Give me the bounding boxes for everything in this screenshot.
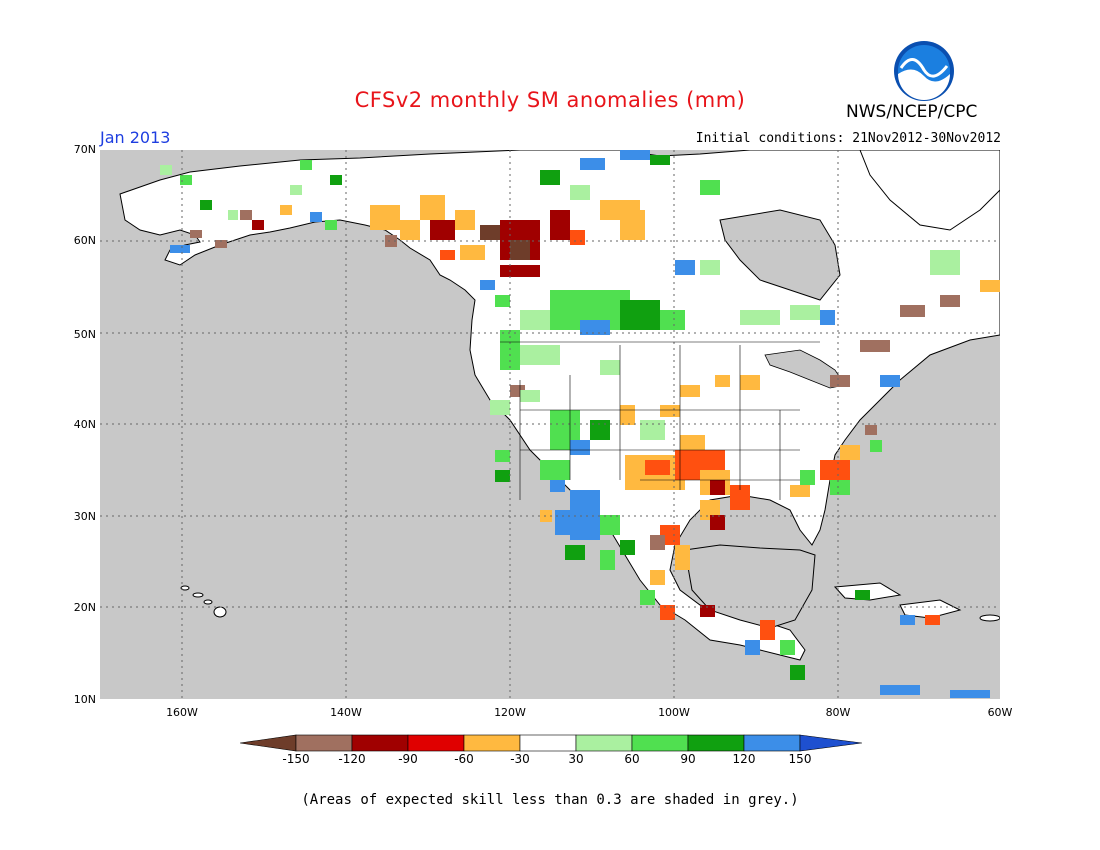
lon-label: 140W (330, 706, 362, 719)
colorbar-bin (407, 734, 465, 752)
colorbar-label: -60 (454, 752, 474, 766)
colorbar-bin (575, 734, 633, 752)
colorbar-bin (519, 734, 577, 752)
colorbar-label: -150 (282, 752, 310, 766)
agency-label: NWS/NCEP/CPC (846, 102, 978, 122)
hudson-bay (719, 209, 841, 301)
colorbar-label: -90 (398, 752, 418, 766)
skill-footnote: (Areas of expected skill less than 0.3 a… (301, 792, 799, 808)
lat-label: 40N (73, 418, 96, 431)
colorbar-label: 120 (732, 752, 756, 766)
anomaly-cells (160, 150, 1000, 698)
colorbar-label: 150 (788, 752, 812, 766)
colorbar-label: 30 (568, 752, 584, 766)
colorbar-label: -30 (510, 752, 530, 766)
lon-label: 120W (494, 706, 526, 719)
initial-conditions: Initial conditions: 21Nov2012-30Nov2012 (695, 131, 1001, 146)
lon-label: 100W (658, 706, 690, 719)
lon-label: 160W (166, 706, 198, 719)
colorbar-label: 90 (680, 752, 696, 766)
colorbar-bin (463, 734, 521, 752)
lat-label: 50N (73, 328, 96, 341)
colorbar-bin (295, 734, 353, 752)
lat-label: 30N (73, 510, 96, 523)
lon-label: 80W (825, 706, 851, 719)
state-boundaries (500, 341, 820, 500)
lat-label: 10N (73, 693, 96, 706)
target-month: Jan 2013 (100, 128, 171, 147)
colorbar-label: -120 (338, 752, 366, 766)
hawaii-islands (180, 585, 227, 618)
lat-label: 70N (73, 143, 96, 156)
colorbar-bin (351, 734, 409, 752)
colorbar-label: 60 (624, 752, 640, 766)
colorbar-bin (687, 734, 745, 752)
anomaly-map (100, 150, 1000, 699)
map-title: CFSv2 monthly SM anomalies (mm) (354, 88, 746, 112)
lat-label: 60N (73, 234, 96, 247)
colorbar-bin (743, 734, 801, 752)
colorbar-max-triangle (799, 734, 862, 752)
greenland-land (859, 150, 1000, 231)
noaa-logo-icon (894, 41, 954, 101)
lat-label: 20N (73, 601, 96, 614)
colorbar-bin (631, 734, 689, 752)
lon-label: 60W (987, 706, 1013, 719)
colorbar-min-triangle (240, 734, 297, 752)
graticule (100, 150, 1000, 699)
colorbar (240, 734, 862, 752)
